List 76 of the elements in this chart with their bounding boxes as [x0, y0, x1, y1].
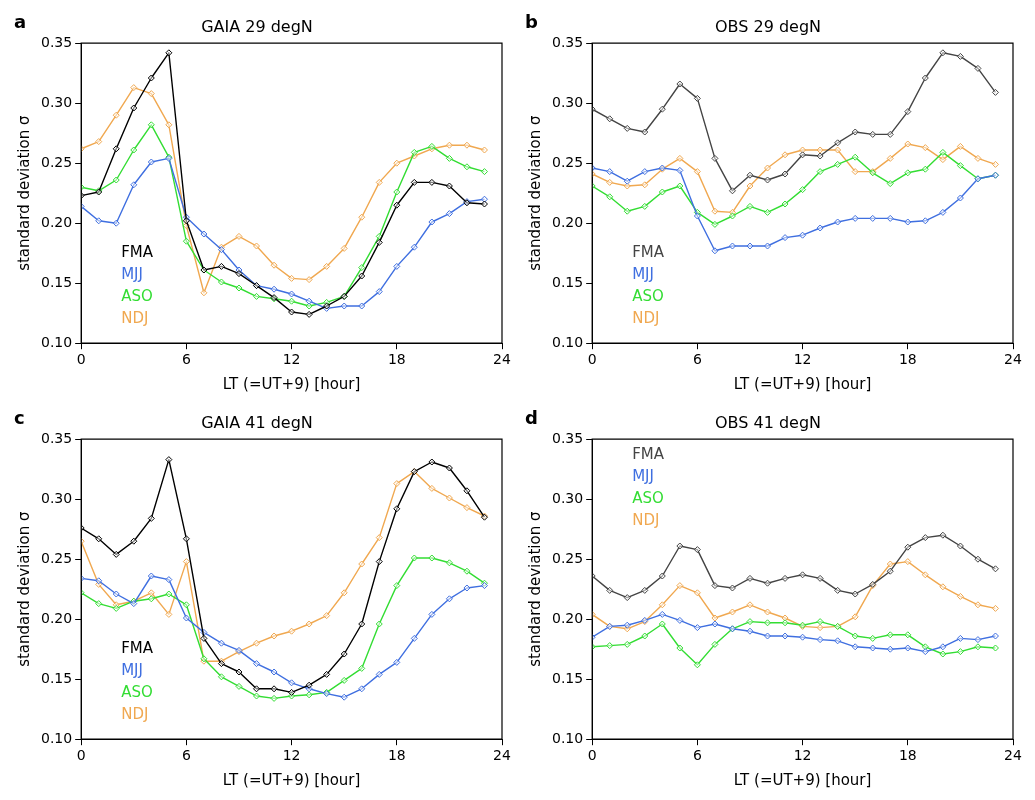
y-tick-label: 0.25: [41, 153, 73, 170]
text: b: [525, 10, 538, 32]
x-tick-label: 24: [1004, 351, 1022, 368]
x-tick-label: 0: [76, 351, 86, 368]
y-tick-label: 0.35: [552, 429, 584, 446]
y-tick-label: 0.15: [41, 273, 73, 290]
text: NDJ: [121, 704, 149, 723]
x-tick-label: 0: [76, 747, 86, 764]
text: NDJ: [632, 308, 660, 327]
y-tick-label: 0.10: [552, 729, 584, 746]
x-tick-label: 24: [493, 351, 511, 368]
x-tick-label: 6: [181, 747, 191, 764]
y-tick-label: 0.30: [41, 93, 73, 110]
x-tick-label: 24: [493, 747, 511, 764]
text: a: [14, 10, 27, 32]
x-tick-label: 18: [898, 351, 917, 368]
x-tick-label: 12: [282, 351, 301, 368]
x-tick-label: 0: [587, 747, 597, 764]
y-tick-label: 0.25: [41, 549, 73, 566]
x-tick-label: 6: [181, 351, 191, 368]
text: MJJ: [121, 264, 143, 283]
chart-title: GAIA 29 degN: [201, 16, 313, 36]
y-tick-label: 0.10: [41, 333, 73, 350]
y-tick-label: 0.30: [41, 489, 73, 506]
text: FMA: [121, 242, 154, 261]
x-tick-label: 0: [587, 351, 597, 368]
x-tick-label: 18: [387, 747, 406, 764]
y-tick-label: 0.25: [552, 549, 584, 566]
text: d: [525, 406, 538, 428]
x-tick-label: 24: [1004, 747, 1022, 764]
x-axis-title: LT (=UT+9) [hour]: [222, 374, 361, 393]
text: MJJ: [632, 466, 654, 485]
text: ASO: [632, 286, 664, 305]
y-tick-label: 0.35: [41, 33, 73, 50]
chart-title: OBS 41 degN: [714, 412, 822, 432]
x-axis-title: LT (=UT+9) [hour]: [733, 374, 872, 393]
text: FMA: [632, 444, 665, 463]
x-tick-label: 12: [282, 747, 301, 764]
text: ASO: [632, 488, 664, 507]
y-tick-label: 0.15: [41, 669, 73, 686]
text: FMA: [632, 242, 665, 261]
y-tick-label: 0.35: [41, 429, 73, 446]
text: ASO: [121, 682, 153, 701]
y-tick-label: 0.30: [552, 489, 584, 506]
text: NDJ: [121, 308, 149, 327]
y-tick-label: 0.15: [552, 669, 584, 686]
text: NDJ: [632, 510, 660, 529]
y-axis-title: standard deviation σ: [525, 511, 544, 667]
y-tick-label: 0.20: [41, 609, 73, 626]
y-tick-label: 0.20: [552, 213, 584, 230]
y-tick-label: 0.20: [552, 609, 584, 626]
y-tick-label: 0.10: [41, 729, 73, 746]
text: MJJ: [632, 264, 654, 283]
y-axis-title: standard deviation σ: [14, 511, 33, 667]
text: c: [14, 406, 25, 428]
chart-title: OBS 29 degN: [714, 16, 822, 36]
text: ASO: [121, 286, 153, 305]
y-axis-title: standard deviation σ: [525, 115, 544, 271]
x-tick-label: 6: [692, 351, 702, 368]
x-tick-label: 18: [898, 747, 917, 764]
y-tick-label: 0.30: [552, 93, 584, 110]
y-tick-label: 0.35: [552, 33, 584, 50]
y-tick-label: 0.20: [41, 213, 73, 230]
y-tick-label: 0.10: [552, 333, 584, 350]
x-tick-label: 18: [387, 351, 406, 368]
x-axis-title: LT (=UT+9) [hour]: [222, 770, 361, 789]
y-tick-label: 0.25: [552, 153, 584, 170]
x-tick-label: 6: [692, 747, 702, 764]
y-tick-label: 0.15: [552, 273, 584, 290]
text: FMA: [121, 638, 154, 657]
chart-title: GAIA 41 degN: [201, 412, 313, 432]
text: MJJ: [121, 660, 143, 679]
y-axis-title: standard deviation σ: [14, 115, 33, 271]
x-axis-title: LT (=UT+9) [hour]: [733, 770, 872, 789]
x-tick-label: 12: [793, 747, 812, 764]
x-tick-label: 12: [793, 351, 812, 368]
